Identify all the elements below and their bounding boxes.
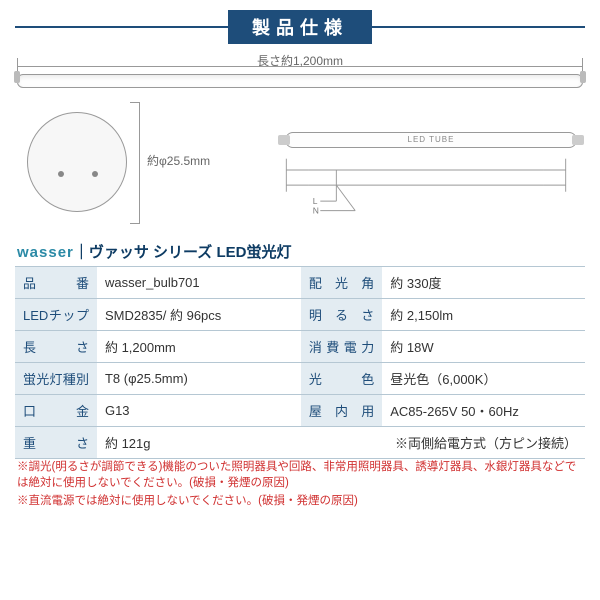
spec-value: T8 (φ25.5mm) (97, 363, 301, 395)
warning-line: ※直流電源では絶対に使用しないでください。(破損・発煙の原因) (17, 493, 583, 509)
spec-label: 品 番 (15, 267, 97, 299)
series-separator: ｜ (74, 244, 89, 261)
pin-dot-right (92, 171, 98, 177)
tube-side-view: LED TUBE (285, 132, 577, 148)
spec-label: 重 さ (15, 427, 97, 459)
table-row: 品 番 wasser_bulb701 配 光 角 約 330度 (15, 267, 585, 299)
spec-value: wasser_bulb701 (97, 267, 301, 299)
diameter-bracket (130, 102, 140, 224)
warnings-block: ※調光(明るさが調節できる)機能のついた照明器具や回路、非常用照明器具、誘導灯器… (15, 459, 585, 509)
brand-name: wasser (17, 244, 74, 261)
wiring-label-N: N (313, 205, 319, 215)
spec-label: 配 光 角 (301, 267, 382, 299)
spec-value: 約 1,200mm (97, 331, 301, 363)
spec-label: 光 色 (301, 363, 382, 395)
series-title: wasser｜ヴァッサ シリーズ LED蛍光灯 (15, 237, 585, 266)
spec-value: 約 121g (97, 427, 301, 459)
spec-value: 約 18W (382, 331, 585, 363)
header-rule-right (372, 26, 585, 28)
warning-line: ※調光(明るさが調節できる)機能のついた照明器具や回路、非常用照明器具、誘導灯器… (17, 459, 583, 491)
spec-header: 製品仕様 (15, 10, 585, 44)
tube-front-view (17, 74, 583, 88)
spec-value: 約 2,150lm (382, 299, 585, 331)
spec-label: 消費電力 (301, 331, 382, 363)
spec-value: 約 330度 (382, 267, 585, 299)
spec-label: LEDチップ (15, 299, 97, 331)
series-name: ヴァッサ シリーズ LED蛍光灯 (89, 244, 292, 261)
spec-table: 品 番 wasser_bulb701 配 光 角 約 330度 LEDチップ S… (15, 266, 585, 459)
wiring-diagram: L N (275, 157, 577, 217)
power-note: ※両側給電方式（方ピン接続） (301, 427, 585, 459)
spec-label: 蛍光灯種別 (15, 363, 97, 395)
spec-value: SMD2835/ 約 96pcs (97, 299, 301, 331)
pin-dot-left (58, 171, 64, 177)
spec-label: 長 さ (15, 331, 97, 363)
table-row: 蛍光灯種別 T8 (φ25.5mm) 光 色 昼光色（6,000K） (15, 363, 585, 395)
spec-value: AC85-265V 50・60Hz (382, 395, 585, 427)
spec-value: G13 (97, 395, 301, 427)
spec-value: 昼光色（6,000K） (382, 363, 585, 395)
length-label: 長さ約1,200mm (257, 52, 343, 69)
table-row: 重 さ 約 121g ※両側給電方式（方ピン接続） (15, 427, 585, 459)
table-row: 長 さ 約 1,200mm 消費電力 約 18W (15, 331, 585, 363)
header-title: 製品仕様 (228, 10, 372, 44)
table-row: 口 金 G13 屋 内 用 AC85-265V 50・60Hz (15, 395, 585, 427)
header-rule-left (15, 26, 228, 28)
wiring-label-L: L (313, 196, 318, 206)
spec-label: 口 金 (15, 395, 97, 427)
diagram-area: 長さ約1,200mm 約φ25.5mm LED TUBE L N (15, 52, 585, 237)
spec-label: 明 る さ (301, 299, 382, 331)
spec-label: 屋 内 用 (301, 395, 382, 427)
diameter-label: 約φ25.5mm (147, 152, 210, 169)
tube-end-view (27, 112, 127, 212)
table-row: LEDチップ SMD2835/ 約 96pcs 明 る さ 約 2,150lm (15, 299, 585, 331)
